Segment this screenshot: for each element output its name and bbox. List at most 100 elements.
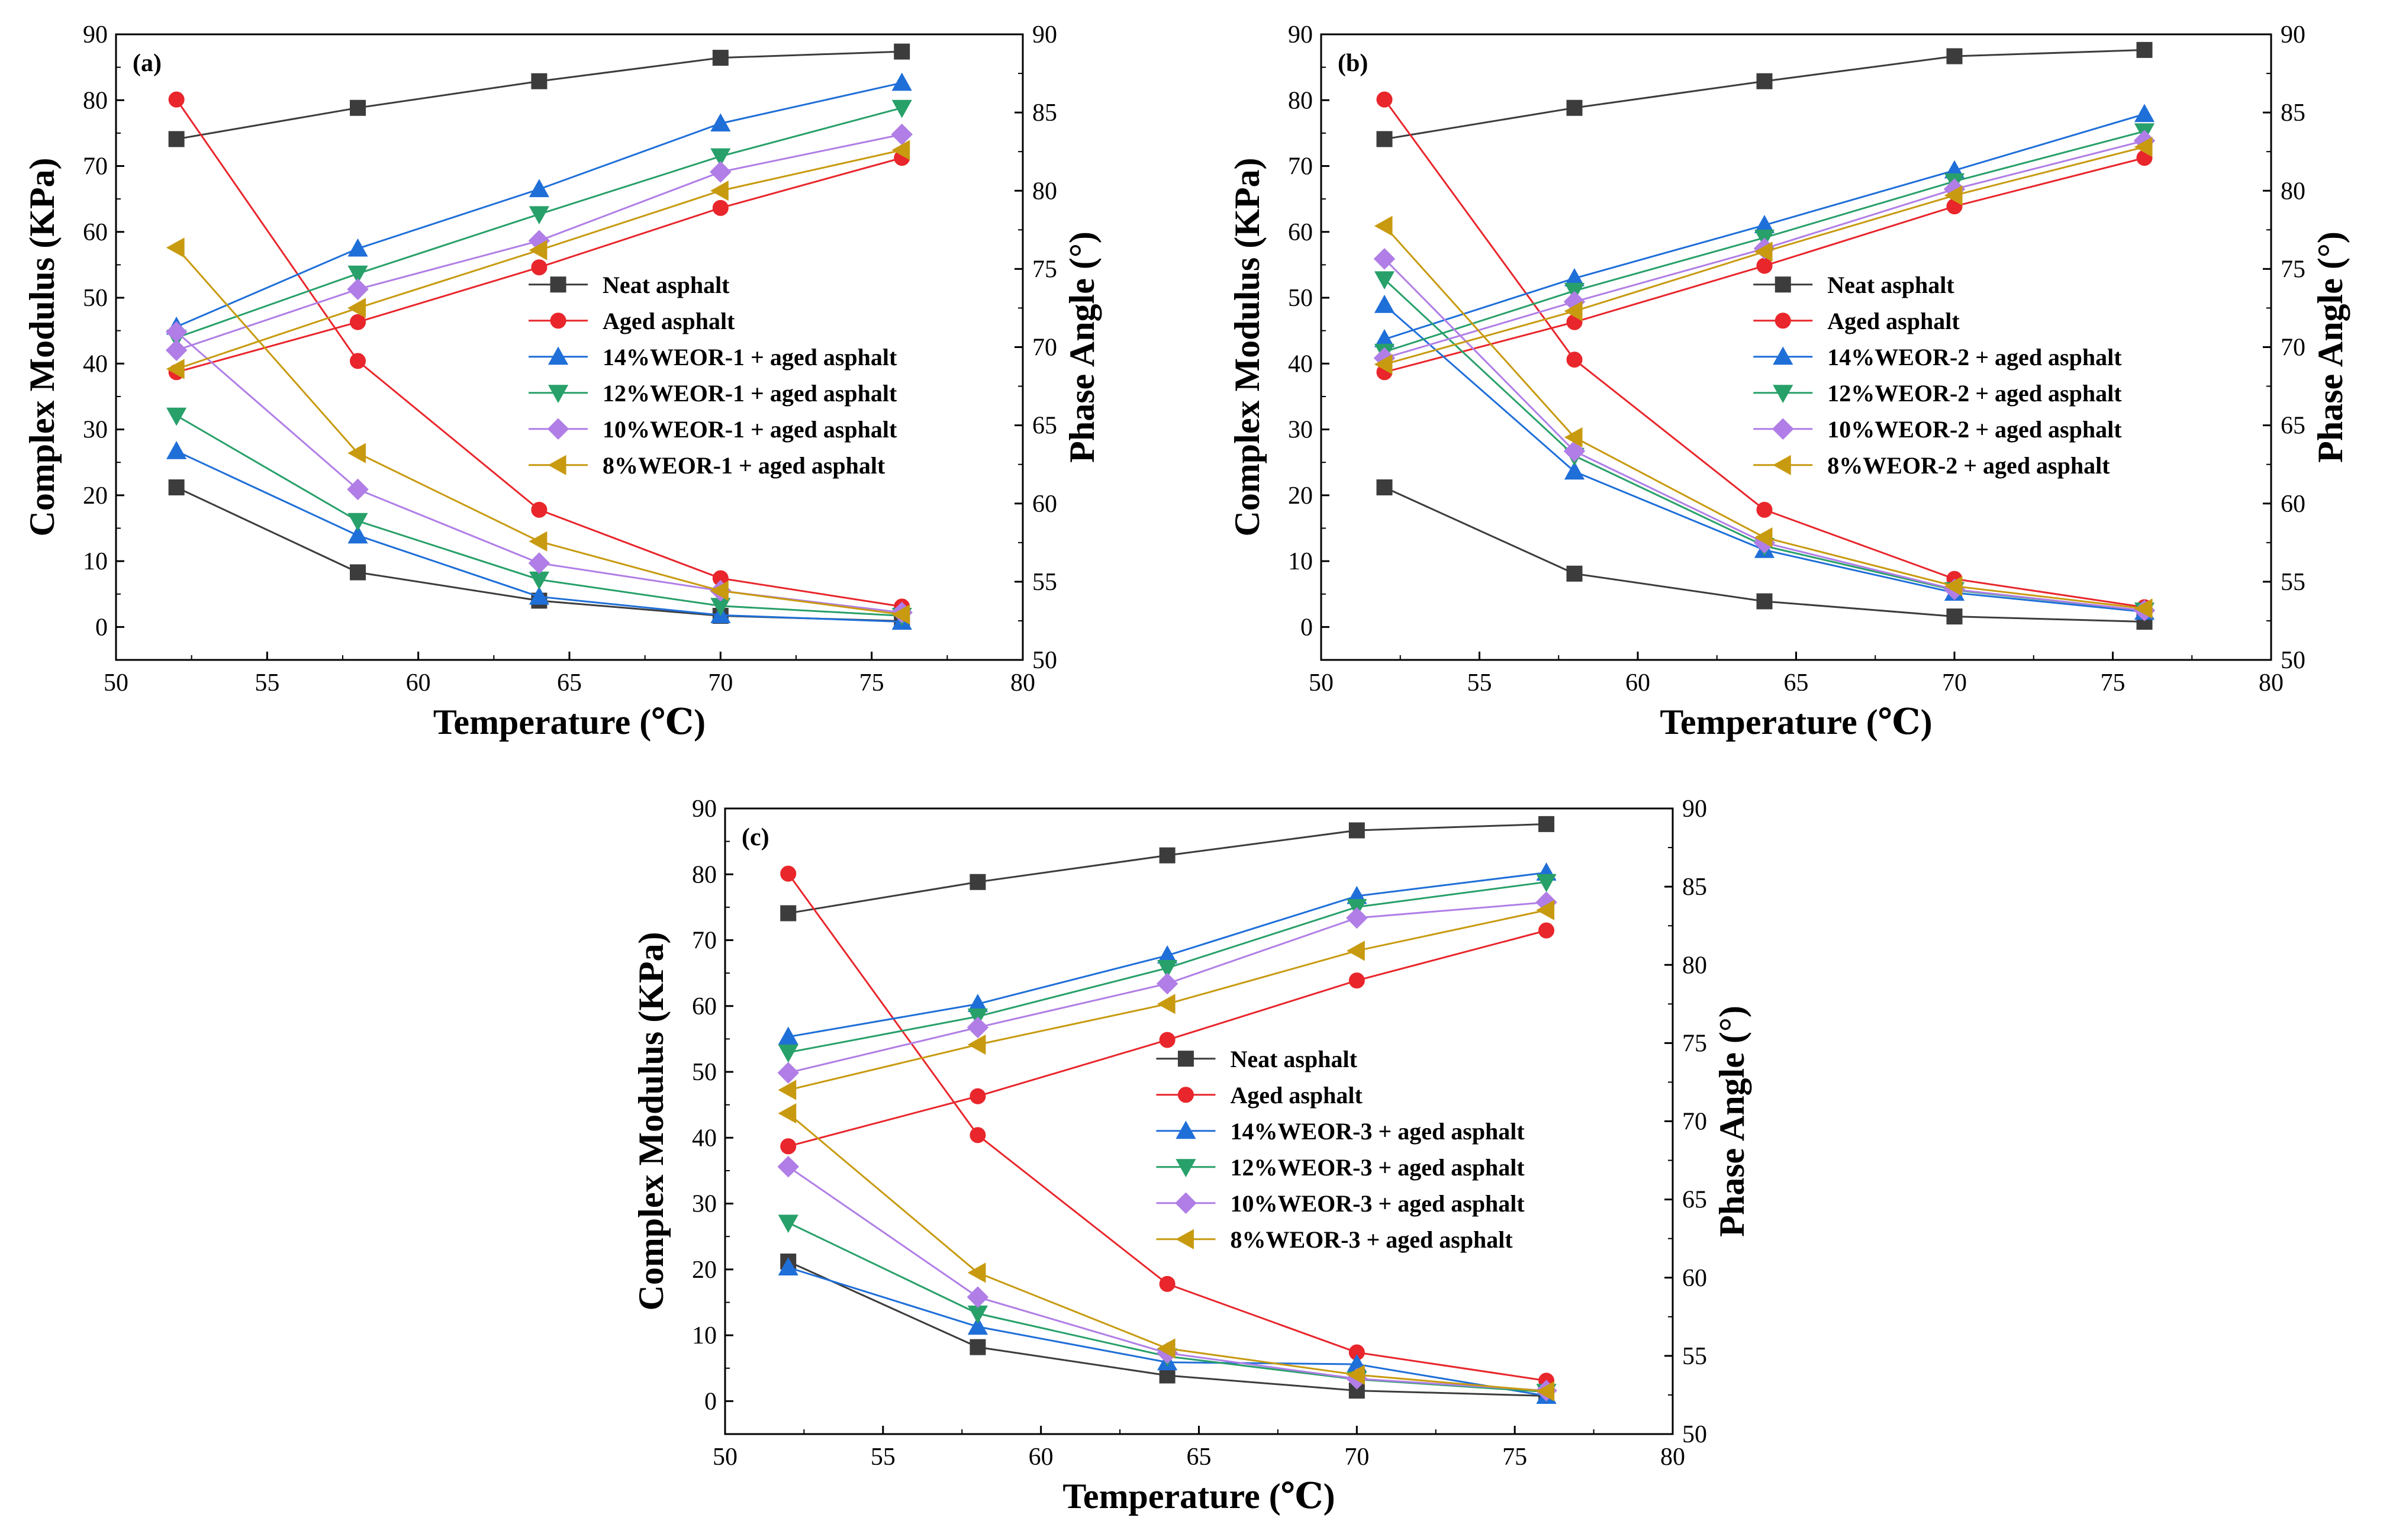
phase-point <box>1538 816 1555 832</box>
phase-point <box>165 339 188 362</box>
modulus-point <box>967 1286 989 1308</box>
phase-point <box>1944 185 1963 206</box>
plot-frame <box>1320 33 2272 661</box>
x-tick-label: 70 <box>1344 1444 1369 1471</box>
x-tick-label: 60 <box>1625 669 1650 697</box>
y-tick-label: 60 <box>1288 219 1313 246</box>
legend-marker <box>1176 1159 1196 1178</box>
chart-panel: 50 55 60 65 70 75 80 0 10 20 30 40 50 60 70 80 90 50 55 60 6… <box>1228 21 2350 742</box>
y2-tick-label: 65 <box>1682 1187 1707 1214</box>
legend-marker <box>1775 312 1791 329</box>
legend-label: 12%WEOR-3 + aged asphalt <box>1230 1154 1525 1181</box>
legend-marker <box>1176 1229 1194 1249</box>
phase-point <box>350 99 366 116</box>
y2-tick-label: 60 <box>2281 491 2305 518</box>
phase-point <box>710 181 729 201</box>
y-tick-label: 50 <box>692 1059 717 1086</box>
y2-axis-title: Phase Angle (°) <box>1712 1006 1751 1237</box>
phase-point <box>1756 257 1773 274</box>
y2-tick-label: 50 <box>2281 647 2305 674</box>
modulus-point <box>350 564 366 581</box>
x-tick-label: 50 <box>104 669 128 697</box>
phase-line <box>1384 49 2145 140</box>
modulus-point <box>529 586 550 605</box>
modulus-point <box>168 479 185 495</box>
legend-label: 14%WEOR-2 + aged asphalt <box>1827 344 2122 370</box>
modulus-point <box>1944 576 1963 597</box>
legend-label: 14%WEOR-3 + aged asphalt <box>1230 1118 1525 1145</box>
modulus-point <box>1564 461 1585 480</box>
phase-point <box>710 148 731 167</box>
x-tick-label: 75 <box>1502 1444 1527 1471</box>
y2-tick-label: 70 <box>1032 334 1057 362</box>
phase-point <box>970 874 986 890</box>
x-tick-label: 70 <box>1942 669 1967 697</box>
legend-marker <box>1772 418 1794 440</box>
y-tick-label: 90 <box>1288 21 1313 49</box>
phase-point <box>529 240 548 260</box>
y2-axis-title: Phase Angle (°) <box>2311 231 2350 463</box>
phase-point <box>967 1034 986 1055</box>
legend-marker <box>548 385 569 404</box>
y-tick-label: 70 <box>83 153 108 181</box>
phase-point <box>891 72 912 91</box>
legend-marker <box>550 312 566 329</box>
modulus-point <box>1756 501 1773 518</box>
legend-label: Aged asphalt <box>1827 308 1960 334</box>
x-tick-label: 55 <box>1467 669 1492 697</box>
phase-point <box>347 278 369 300</box>
phase-point <box>1156 972 1178 995</box>
phase-point <box>1347 940 1365 961</box>
y2-tick-label: 70 <box>1682 1109 1707 1136</box>
modulus-point <box>1564 427 1583 448</box>
x-tick-label: 80 <box>2259 669 2284 697</box>
x-tick-label: 80 <box>1010 669 1035 697</box>
modulus-point <box>166 407 187 426</box>
legend-label: 8%WEOR-1 + aged asphalt <box>603 452 885 479</box>
legend-label: 8%WEOR-3 + aged asphalt <box>1230 1226 1513 1253</box>
y2-tick-label: 80 <box>1032 178 1057 205</box>
legend-label: Neat asphalt <box>1827 272 1954 298</box>
phase-point <box>780 1138 797 1155</box>
phase-point <box>712 50 729 66</box>
y-tick-label: 0 <box>704 1388 717 1415</box>
phase-point <box>347 238 368 257</box>
modulus-point <box>1566 565 1583 582</box>
y-tick-label: 40 <box>692 1125 717 1152</box>
phase-point <box>1536 900 1555 920</box>
phase-line <box>788 823 1547 914</box>
phase-point <box>778 1044 798 1063</box>
series <box>1376 41 2153 630</box>
panel-label: (a) <box>133 50 162 77</box>
panel-label: (c) <box>742 824 769 851</box>
modulus-point <box>1563 440 1586 462</box>
y-tick-label: 50 <box>83 285 108 312</box>
y-tick-label: 80 <box>1288 87 1313 114</box>
phase-point <box>529 179 550 198</box>
modulus-point <box>1756 593 1773 610</box>
y2-axis-title: Phase Angle (°) <box>1062 231 1102 463</box>
y2-tick-label: 55 <box>1682 1343 1707 1370</box>
y-tick-label: 10 <box>692 1322 717 1349</box>
x-tick-label: 55 <box>255 669 279 697</box>
y-tick-label: 0 <box>95 614 108 641</box>
series <box>780 816 1555 1404</box>
phase-point <box>1946 48 1963 65</box>
modulus-point <box>531 501 548 518</box>
series <box>1373 130 2156 621</box>
modulus-point <box>1754 527 1773 548</box>
y2-tick-label: 60 <box>1682 1265 1707 1292</box>
modulus-point <box>1374 271 1395 290</box>
modulus-point <box>1373 248 1396 270</box>
modulus-point <box>1374 215 1393 236</box>
modulus-point <box>1159 1275 1176 1292</box>
legend: Neat asphalt Aged asphalt 14%WEOR-2 + aged… <box>1753 272 2122 479</box>
legend-marker <box>1772 455 1791 475</box>
phase-point <box>1566 99 1583 116</box>
phase-point <box>778 1080 797 1100</box>
legend-label: Aged asphalt <box>1230 1082 1363 1109</box>
y2-tick-label: 75 <box>1682 1030 1707 1057</box>
phase-point <box>2136 41 2153 58</box>
phase-point <box>529 206 550 225</box>
